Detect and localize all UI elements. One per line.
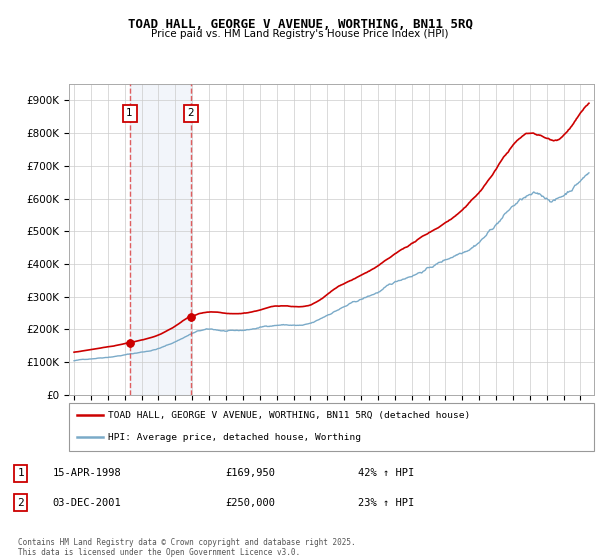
Text: £250,000: £250,000: [225, 498, 275, 507]
Text: HPI: Average price, detached house, Worthing: HPI: Average price, detached house, Wort…: [109, 433, 361, 442]
Text: TOAD HALL, GEORGE V AVENUE, WORTHING, BN11 5RQ (detached house): TOAD HALL, GEORGE V AVENUE, WORTHING, BN…: [109, 410, 470, 419]
Text: 2: 2: [17, 498, 24, 507]
FancyBboxPatch shape: [69, 403, 594, 451]
Text: 42% ↑ HPI: 42% ↑ HPI: [358, 468, 414, 478]
Text: 15-APR-1998: 15-APR-1998: [52, 468, 121, 478]
Bar: [130, 84, 191, 395]
Text: 1: 1: [17, 468, 24, 478]
Text: 23% ↑ HPI: 23% ↑ HPI: [358, 498, 414, 507]
Text: 1: 1: [126, 109, 133, 119]
Text: 03-DEC-2001: 03-DEC-2001: [52, 498, 121, 507]
Text: Contains HM Land Registry data © Crown copyright and database right 2025.
This d: Contains HM Land Registry data © Crown c…: [18, 538, 356, 557]
Text: TOAD HALL, GEORGE V AVENUE, WORTHING, BN11 5RQ: TOAD HALL, GEORGE V AVENUE, WORTHING, BN…: [128, 18, 473, 31]
Text: £169,950: £169,950: [225, 468, 275, 478]
Text: Price paid vs. HM Land Registry's House Price Index (HPI): Price paid vs. HM Land Registry's House …: [151, 29, 449, 39]
Text: 2: 2: [188, 109, 194, 119]
